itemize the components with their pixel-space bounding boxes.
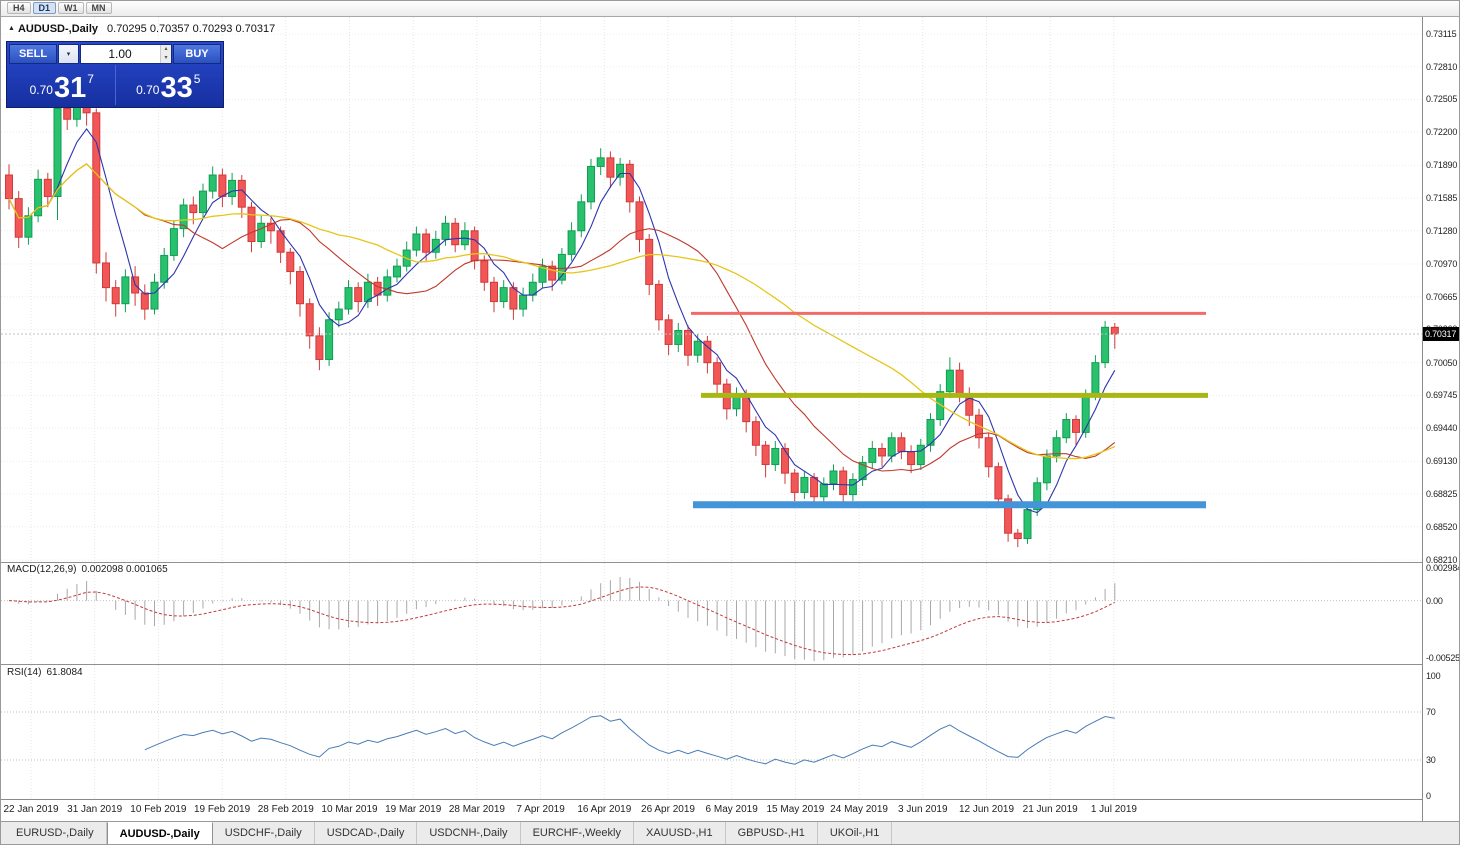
rsi-indicator-label: RSI(14) 61.8084 — [7, 667, 83, 678]
chart-tab-gbpusd[interactable]: GBPUSD-,H1 — [726, 822, 818, 844]
buy-button[interactable]: BUY — [173, 44, 221, 64]
price-scale-label: 0.71890 — [1426, 160, 1458, 171]
macd-name: MACD(12,26,9) — [7, 564, 77, 575]
price-scale-label: 0.70050 — [1426, 357, 1458, 368]
rsi-scale-label: 0 — [1426, 791, 1431, 801]
timeframe-button-mn[interactable]: MN — [85, 2, 112, 14]
chart-tab-ukoil[interactable]: UKOil-,H1 — [818, 822, 893, 844]
date-axis-label: 15 May 2019 — [766, 804, 825, 815]
rsi-scale-label: 70 — [1426, 707, 1436, 717]
price-scale-label: 0.70665 — [1426, 291, 1458, 302]
symbol-name: AUDUSD-,Daily — [17, 23, 99, 35]
price-scale[interactable]: 0.73115 0.72810 0.72505 0.72200 0.71890 0.715… — [1422, 17, 1460, 821]
date-axis-label: 22 Jan 2019 — [3, 804, 59, 815]
date-axis-label: 31 Jan 2019 — [67, 804, 123, 815]
price-scale-label: 0.72505 — [1426, 94, 1458, 105]
ask-price: 0.70 33 5 — [116, 65, 222, 105]
date-axis-label: 21 Jun 2019 — [1022, 804, 1078, 815]
volume-decrease-button[interactable]: ▾ — [161, 54, 171, 63]
rsi-name: RSI(14) — [7, 667, 42, 678]
ask-prefix: 0.70 — [136, 83, 160, 97]
rsi-scale-label: 30 — [1426, 755, 1436, 765]
price-scale-label: 0.71280 — [1426, 225, 1458, 236]
date-axis-label: 6 May 2019 — [705, 804, 758, 815]
chart-tab-usdcad[interactable]: USDCAD-,Daily — [315, 822, 418, 844]
sell-button[interactable]: SELL — [9, 44, 57, 64]
chevron-down-icon: ▾ — [66, 51, 71, 58]
chart-symbol-title: ▲ AUDUSD-,Daily 0.70295 0.70357 0.70293 0.… — [8, 23, 275, 35]
chart-tab-audusd[interactable]: AUDUSD-,Daily — [106, 822, 213, 844]
volume-input[interactable] — [81, 45, 171, 63]
date-axis-label: 19 Mar 2019 — [385, 804, 442, 815]
current-price-tag: 0.70317 — [1423, 327, 1459, 342]
chart-tab-eurchf[interactable]: EURCHF-,Weekly — [521, 822, 634, 844]
macd-scale-label: 0.002984 — [1426, 563, 1460, 573]
price-scale-label: 0.72200 — [1426, 127, 1458, 138]
date-axis-label: 19 Feb 2019 — [194, 804, 251, 815]
rsi-value: 61.8084 — [46, 667, 83, 678]
timeframe-toolbar: H4 D1 W1 MN — [1, 1, 1459, 17]
volume-field: ▴ ▾ — [80, 44, 172, 64]
timeframe-button-d1[interactable]: D1 — [32, 2, 57, 14]
date-axis-label: 16 Apr 2019 — [577, 804, 632, 815]
volume-preset-dropdown[interactable]: ▾ — [58, 44, 79, 64]
date-axis-label: 24 May 2019 — [830, 804, 888, 815]
price-scale-label: 0.69440 — [1426, 423, 1458, 434]
chart-tab-bar: EURUSD-,Daily AUDUSD-,Daily USDCHF-,Daily U… — [1, 821, 1459, 844]
date-axis[interactable]: 22 Jan 2019 31 Jan 2019 10 Feb 2019 19 Feb … — [1, 799, 1422, 821]
date-axis-label: 10 Mar 2019 — [321, 804, 378, 815]
timeframe-button-h4[interactable]: H4 — [7, 2, 31, 14]
price-scale-label: 0.68825 — [1426, 489, 1458, 500]
ask-pips: 33 — [160, 72, 193, 104]
chart-tab-usdchf[interactable]: USDCHF-,Daily — [213, 822, 315, 844]
chart-canvas[interactable] — [1, 17, 1422, 799]
date-axis-label: 12 Jun 2019 — [958, 804, 1015, 815]
macd-scale-label: -0.005256 — [1426, 653, 1460, 663]
date-axis-label: 28 Feb 2019 — [257, 804, 314, 815]
timeframe-button-w1[interactable]: W1 — [58, 2, 84, 14]
date-axis-label: 26 Apr 2019 — [641, 804, 695, 815]
price-divider — [114, 65, 116, 105]
price-scale-label: 0.68210 — [1426, 555, 1458, 565]
price-scale-label: 0.73115 — [1426, 29, 1457, 39]
price-scale-label: 0.68520 — [1426, 521, 1458, 532]
volume-spinner: ▴ ▾ — [160, 45, 171, 63]
price-scale-label: 0.69130 — [1426, 456, 1458, 467]
ohlc-values: 0.70295 0.70357 0.70293 0.70317 — [107, 23, 276, 35]
price-scale-label: 0.69745 — [1426, 390, 1458, 401]
date-axis-label: 28 Mar 2019 — [448, 804, 505, 815]
macd-values: 0.002098 0.001065 — [81, 564, 168, 575]
date-axis-label: 3 Jun 2019 — [898, 804, 948, 815]
ask-pipette: 5 — [193, 72, 201, 86]
price-scale-label: 0.72810 — [1426, 61, 1458, 72]
price-scale-label: 0.71585 — [1426, 193, 1458, 204]
bid-prefix: 0.70 — [29, 83, 53, 97]
date-axis-label: 1 Jul 2019 — [1090, 804, 1137, 815]
macd-indicator-label: MACD(12,26,9) 0.002098 0.001065 — [7, 564, 168, 575]
rsi-scale-label: 100 — [1426, 671, 1441, 681]
price-scale-label: 0.70970 — [1426, 259, 1458, 270]
volume-increase-button[interactable]: ▴ — [161, 45, 171, 54]
chart-tab-eurusd[interactable]: EURUSD-,Daily — [4, 822, 107, 844]
date-axis-label: 10 Feb 2019 — [130, 804, 187, 815]
macd-scale-label: 0.00 — [1426, 595, 1443, 606]
bid-pipette: 7 — [87, 72, 94, 86]
date-axis-label: 7 Apr 2019 — [516, 804, 565, 815]
bid-pips: 31 — [53, 72, 87, 104]
chart-tab-xauusd[interactable]: XAUUSD-,H1 — [634, 822, 726, 844]
chart-tab-usdcnh[interactable]: USDCNH-,Daily — [417, 822, 521, 844]
chart-icon: ▲ — [8, 25, 15, 32]
bid-price: 0.70 31 7 — [9, 65, 115, 105]
